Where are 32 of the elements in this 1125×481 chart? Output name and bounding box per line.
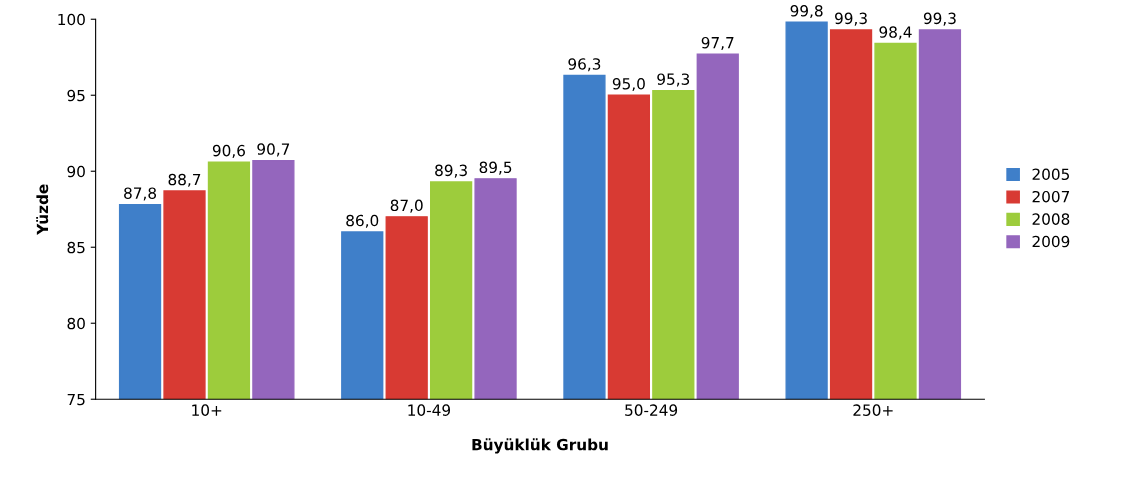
legend-label: 2008: [1032, 213, 1070, 225]
data-label: 90,7: [257, 143, 290, 157]
data-label: 88,7: [168, 173, 201, 187]
y-tick-label: 90: [67, 165, 85, 178]
legend-label: 2009: [1032, 235, 1070, 248]
data-label: 96,3: [568, 58, 601, 72]
y-tick-label: 85: [67, 241, 85, 254]
data-label: 87,0: [390, 199, 423, 213]
x-tick-label: 10-49: [408, 404, 451, 416]
data-label: 89,3: [435, 164, 467, 178]
y-tick-label: 75: [67, 393, 85, 406]
legend-label: 2005: [1032, 168, 1069, 181]
data-label: 99,8: [790, 4, 823, 19]
data-label: 95,3: [657, 73, 690, 87]
y-axis-title: Yüzde: [36, 184, 49, 235]
legend-label: 2007: [1032, 190, 1070, 203]
x-tick-label: 250+: [853, 404, 893, 416]
data-label: 89,5: [479, 161, 512, 175]
y-tick-label: 80: [67, 317, 85, 330]
data-label: 90,6: [212, 144, 245, 158]
data-label: 95,0: [612, 77, 645, 92]
y-tick-label: 100: [58, 13, 85, 26]
data-label: 97,7: [701, 36, 734, 51]
data-label: 99,3: [923, 12, 956, 26]
data-label: 86,0: [346, 214, 379, 228]
x-tick-label: 10+: [192, 404, 222, 416]
data-label: 98,4: [879, 26, 912, 40]
data-label: 87,8: [124, 187, 157, 201]
y-tick-label: 95: [67, 89, 85, 102]
x-axis-title: Büyüklük Grubu: [472, 438, 608, 454]
x-tick-label: 50-249: [625, 404, 678, 416]
data-label: 99,3: [835, 12, 867, 26]
